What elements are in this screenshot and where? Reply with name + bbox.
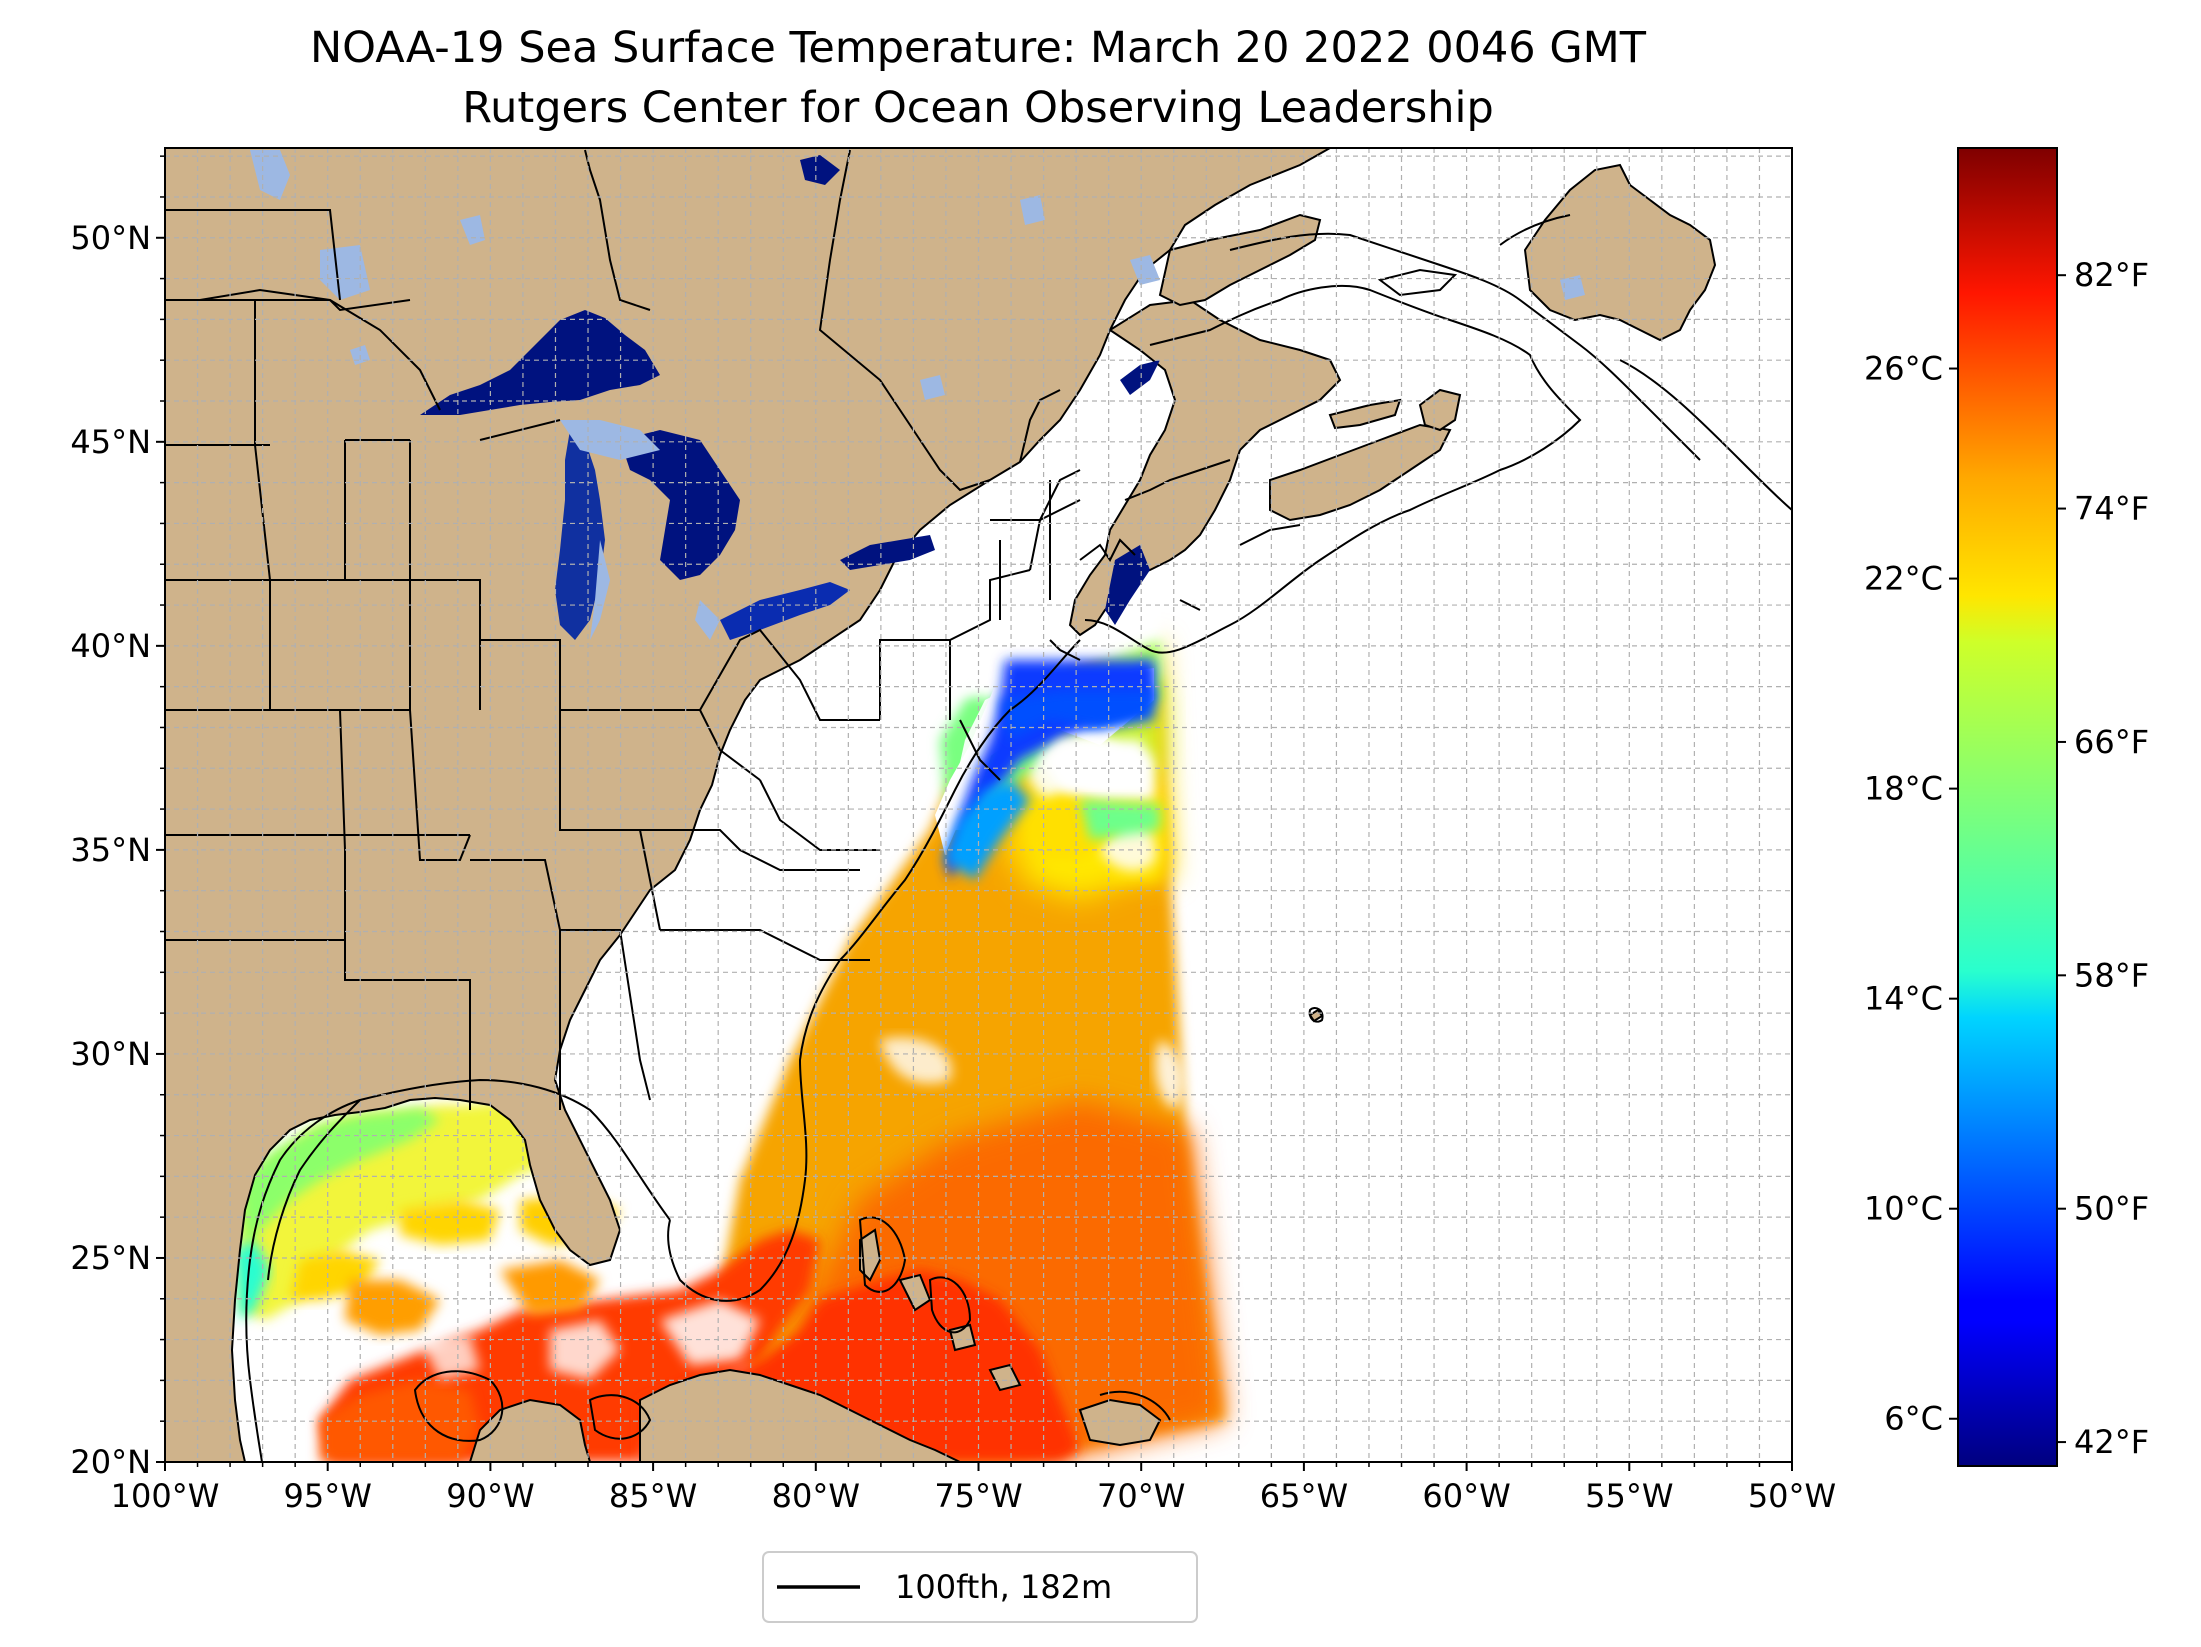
cuba-land (639, 1368, 961, 1462)
y-tick-label: 35°N (70, 831, 151, 869)
colorbar-celsius-axis: 26°C 22°C 18°C 14°C 10°C 6°C (1864, 350, 1958, 1438)
lake-ontario (840, 535, 935, 570)
map-title: NOAA-19 Sea Surface Temperature: March 2… (310, 23, 1647, 73)
bahamas-land (859, 1228, 1022, 1392)
x-tick-label: 55°W (1585, 1477, 1673, 1515)
colorbar-celsius-label: 26°C (1864, 350, 1943, 388)
pei-land (1328, 398, 1402, 430)
legend-box (762, 1551, 1198, 1623)
y-tick-label: 20°N (70, 1443, 151, 1481)
lake-huron (620, 430, 740, 580)
colorbar: 26°C 22°C 18°C 14°C 10°C 6°C 82°F 74°F 66°F 58°F… (1864, 147, 2149, 1467)
x-tick-label: 95°W (284, 1477, 372, 1515)
x-tick-label: 50°W (1748, 1477, 1836, 1515)
colorbar-fahrenheit-axis: 82°F 74°F 66°F 58°F 50°F 42°F (2057, 256, 2149, 1461)
colorbar-celsius-label: 6°C (1884, 1400, 1943, 1438)
x-tick-label: 75°W (934, 1477, 1022, 1515)
nova-scotia-land (1269, 423, 1452, 522)
x-tick-label: 70°W (1097, 1477, 1185, 1515)
map-area (165, 148, 1792, 1462)
x-tick-label: 100°W (111, 1477, 220, 1515)
x-axis: 100°W 95°W 90°W 85°W 80°W 75°W 70°W 65°W 60°W 55°… (111, 1462, 1836, 1515)
sst-swath-midatlantic (935, 660, 1160, 880)
north-america-land (165, 148, 1333, 1462)
anticosti-land (1377, 268, 1458, 297)
legend-label: 100fth, 182m (895, 1568, 1112, 1606)
st-lawrence-water (1120, 360, 1160, 395)
x-tick-label: 60°W (1422, 1477, 1510, 1515)
state-boundaries (165, 209, 1081, 1110)
colorbar-celsius-label: 22°C (1864, 560, 1943, 598)
map-gridlines (165, 148, 1792, 1462)
canada-boundaries (165, 149, 1081, 521)
x-tick-label: 90°W (446, 1477, 534, 1515)
cape-breton-land (1418, 388, 1462, 432)
colorbar-fahrenheit-label: 50°F (2074, 1190, 2149, 1228)
colorbar-fahrenheit-label: 58°F (2074, 956, 2149, 994)
x-tick-label: 85°W (609, 1477, 697, 1515)
gulf-of-maine-water (1105, 545, 1150, 625)
colorbar-fahrenheit-label: 74°F (2074, 490, 2149, 528)
x-tick-label: 80°W (772, 1477, 860, 1515)
hispaniola-land (1078, 1398, 1162, 1447)
y-tick-label: 45°N (70, 423, 151, 461)
colorbar-fahrenheit-label: 42°F (2074, 1423, 2149, 1461)
y-tick-label: 50°N (70, 219, 151, 257)
gaspe-land (1158, 213, 1322, 307)
james-bay-water (800, 155, 840, 185)
lake-erie (720, 582, 850, 640)
colorbar-fahrenheit-label: 82°F (2074, 256, 2149, 294)
y-tick-label: 25°N (70, 1239, 151, 1277)
colorbar-fahrenheit-label: 66°F (2074, 723, 2149, 761)
lake-superior (420, 310, 660, 415)
x-tick-label: 65°W (1260, 1477, 1348, 1515)
colorbar-celsius-label: 14°C (1864, 980, 1943, 1018)
map-subtitle: Rutgers Center for Ocean Observing Leade… (462, 83, 1494, 133)
colorbar-celsius-label: 10°C (1864, 1190, 1943, 1228)
colorbar-celsius-label: 18°C (1864, 770, 1943, 808)
y-tick-label: 40°N (70, 627, 151, 665)
colorbar-gradient (1957, 147, 2058, 1467)
isobath-legend: 100fth, 182m (762, 1551, 1198, 1623)
y-tick-label: 30°N (70, 1035, 151, 1073)
y-axis: 20°N 25°N 30°N 35°N 40°N 45°N 50°N (70, 155, 165, 1481)
